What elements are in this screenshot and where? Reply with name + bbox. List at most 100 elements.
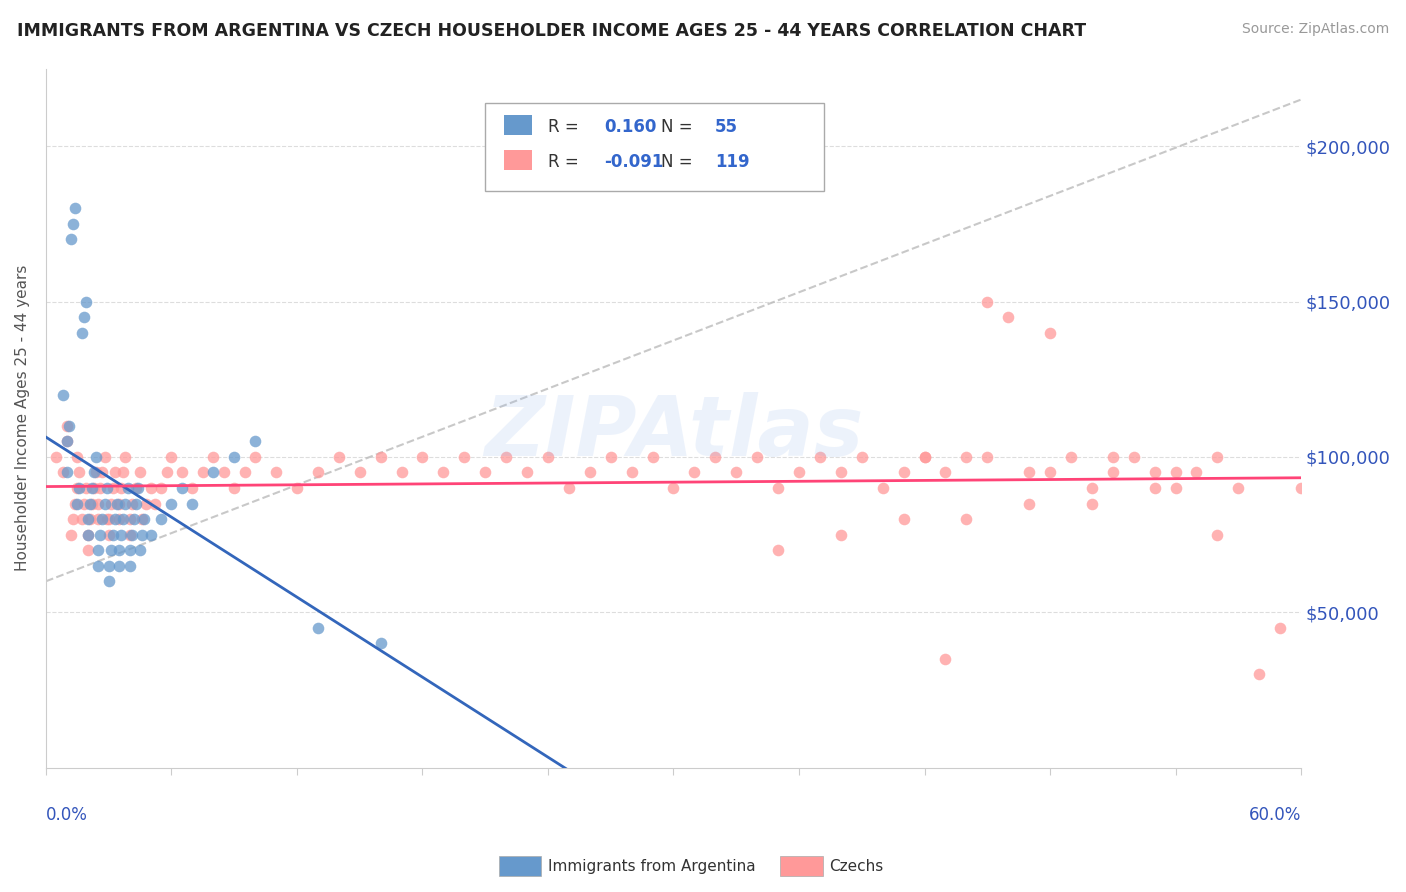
Point [72,310,94,325]
Point [84,466,107,480]
Point [1185,466,1208,480]
Point [66,450,89,464]
Point [143,497,166,511]
Text: R =: R = [548,153,583,170]
Point [851,450,873,464]
Point [370,636,392,650]
Point [579,466,602,480]
FancyBboxPatch shape [485,103,824,191]
Point [1143,466,1166,480]
Point [893,512,915,526]
Point [243,450,266,464]
Point [955,512,977,526]
Point [224,481,246,495]
Point [97,527,120,541]
Point [620,466,643,480]
Point [1081,497,1104,511]
Point [93,497,115,511]
Point [87,497,110,511]
Point [93,450,115,464]
Point [100,497,122,511]
Point [117,481,139,495]
Point [101,527,124,541]
Point [997,310,1019,325]
Point [830,527,852,541]
Point [76,512,98,526]
Point [474,466,496,480]
Point [72,497,94,511]
Point [662,481,685,495]
Point [453,450,475,464]
Point [1060,450,1083,464]
Point [62,512,84,526]
Point [114,497,136,511]
Point [160,497,183,511]
Point [328,450,350,464]
Point [641,450,664,464]
Point [121,527,143,541]
Point [45,450,67,464]
Point [112,466,135,480]
Point [1268,621,1291,635]
Point [976,294,998,309]
Point [97,512,120,526]
Point [131,527,153,541]
Point [1039,326,1062,340]
Point [91,466,114,480]
Point [118,512,141,526]
Point [1164,466,1187,480]
Point [1206,527,1229,541]
Point [52,388,75,402]
Point [70,326,93,340]
Point [150,512,173,526]
Point [766,481,789,495]
Point [89,527,111,541]
Point [84,450,107,464]
Text: 0.0%: 0.0% [46,806,87,824]
Point [83,481,105,495]
Point [122,512,145,526]
Point [725,466,748,480]
Point [830,466,852,480]
Point [100,543,122,558]
Point [76,527,98,541]
Text: 0.160: 0.160 [605,118,657,136]
Text: R =: R = [548,118,583,136]
Point [75,294,97,309]
Point [349,466,371,480]
Point [1249,667,1271,681]
Point [1206,450,1229,464]
Point [104,466,127,480]
FancyBboxPatch shape [505,150,531,169]
Point [934,652,956,666]
Point [181,481,204,495]
Point [704,450,727,464]
Point [101,481,124,495]
Point [97,574,120,589]
Point [955,450,977,464]
Point [1143,481,1166,495]
Point [104,512,127,526]
Point [70,512,93,526]
Point [872,481,894,495]
Point [914,450,936,464]
Point [181,497,204,511]
Point [96,481,118,495]
Point [432,466,454,480]
Point [69,481,91,495]
Point [139,527,162,541]
Point [60,527,83,541]
Point [516,466,538,480]
Point [79,512,101,526]
Point [52,466,75,480]
Point [150,481,173,495]
Point [125,481,148,495]
Point [108,558,131,573]
Point [537,450,560,464]
Point [56,418,79,433]
Point [105,497,128,511]
Point [121,497,143,511]
Point [202,466,225,480]
Point [87,543,110,558]
Point [787,466,810,480]
